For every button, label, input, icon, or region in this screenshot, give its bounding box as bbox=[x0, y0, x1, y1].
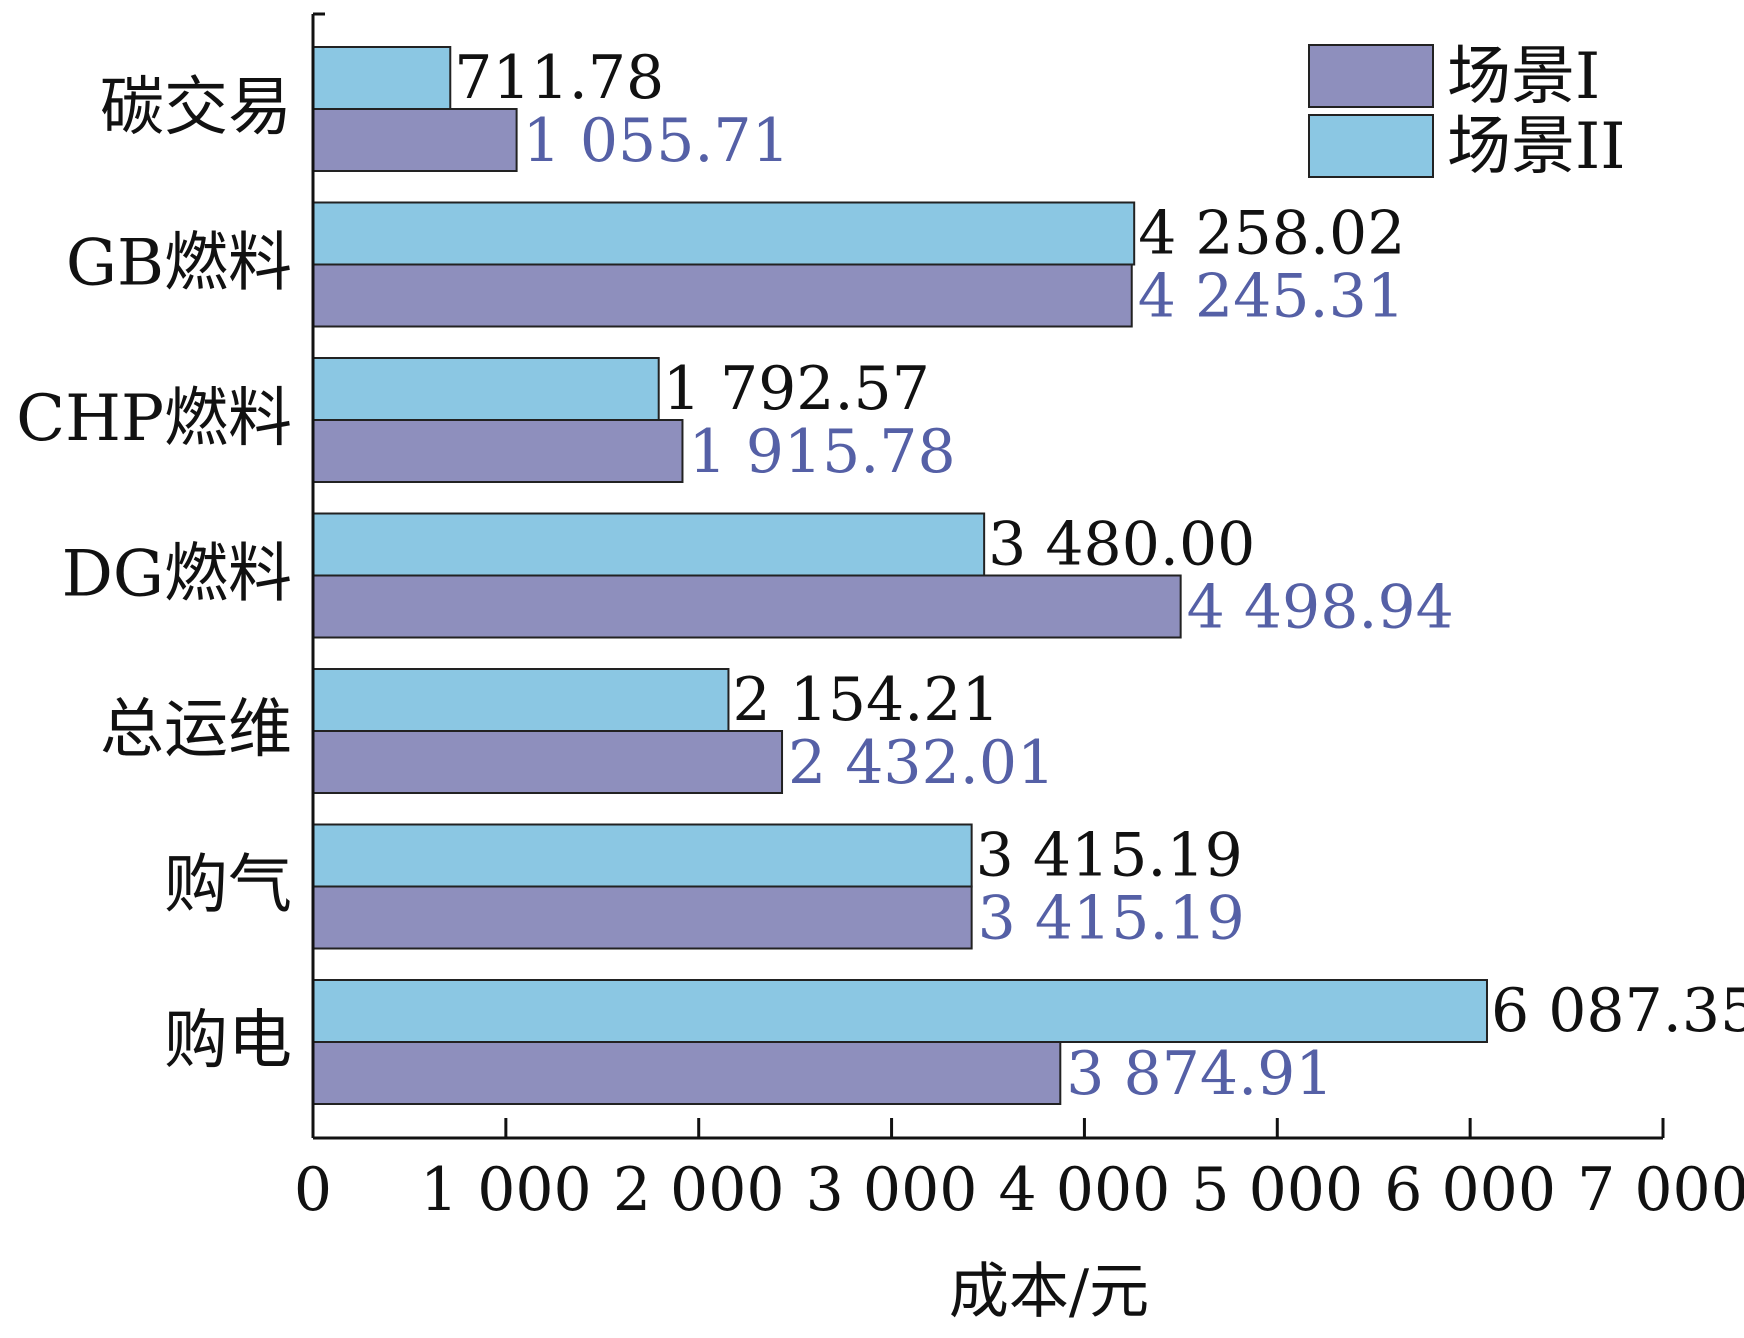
data-label-scenario-2: 6 087.35 bbox=[1491, 976, 1744, 1046]
data-label-scenario-1: 1 055.71 bbox=[523, 106, 790, 176]
x-axis-title: 成本/元 bbox=[949, 1257, 1149, 1327]
x-tick-label: 4 000 bbox=[999, 1155, 1171, 1225]
data-label-scenario-1: 3 874.91 bbox=[1066, 1039, 1333, 1109]
category-label: GB燃料 bbox=[66, 227, 292, 301]
category-label: DG燃料 bbox=[62, 538, 292, 612]
bar-scenario-1 bbox=[312, 885, 973, 950]
bar-scenario-1 bbox=[312, 263, 1133, 328]
bar-scenario-1 bbox=[312, 1041, 1062, 1105]
data-label-scenario-2: 2 154.21 bbox=[732, 665, 999, 735]
value-labels-layer: 711.781 055.71 4 258.024 245.31 1 792.571 … bbox=[454, 43, 1744, 1109]
legend-label: 场景I bbox=[1447, 40, 1600, 114]
data-label-scenario-2: 711.78 bbox=[454, 43, 664, 113]
legend-swatch bbox=[1308, 114, 1434, 178]
data-label-scenario-2: 3 480.00 bbox=[988, 510, 1255, 580]
bar-scenario-1 bbox=[312, 419, 684, 483]
bar-scenario-2 bbox=[312, 823, 973, 888]
bar-scenario-2 bbox=[312, 46, 452, 110]
bar-scenario-1 bbox=[312, 108, 518, 172]
data-label-scenario-1: 2 432.01 bbox=[788, 728, 1055, 798]
data-label-scenario-2: 1 792.57 bbox=[663, 354, 930, 424]
category-label: CHP燃料 bbox=[16, 382, 292, 456]
data-label-scenario-1: 4 245.31 bbox=[1138, 262, 1405, 332]
axes-layer: 0 1 000 2 000 3 000 4 000 5 000 6 000 7 000 bbox=[294, 12, 1744, 1225]
x-tick-label: 2 000 bbox=[613, 1155, 785, 1225]
bar-scenario-1 bbox=[312, 574, 1182, 639]
data-label-scenario-2: 3 415.19 bbox=[976, 821, 1243, 891]
category-label: 总运维 bbox=[100, 693, 292, 767]
category-label: 购气 bbox=[164, 849, 292, 923]
category-label: 碳交易 bbox=[100, 71, 292, 145]
data-label-scenario-1: 3 415.19 bbox=[978, 884, 1245, 954]
bar-scenario-2 bbox=[312, 668, 730, 732]
x-tick-label: 3 000 bbox=[806, 1155, 978, 1225]
category-label: 购电 bbox=[164, 1004, 292, 1078]
x-tick-label: 0 bbox=[294, 1155, 332, 1225]
x-tick-label: 6 000 bbox=[1384, 1155, 1556, 1225]
bar-scenario-2 bbox=[312, 201, 1136, 266]
data-label-scenario-2: 4 258.02 bbox=[1138, 199, 1405, 269]
legend-label: 场景II bbox=[1447, 110, 1626, 184]
data-label-scenario-1: 1 915.78 bbox=[688, 417, 955, 487]
bar-scenario-1 bbox=[312, 730, 784, 794]
bar-scenario-2 bbox=[312, 357, 660, 421]
x-tick-label: 5 000 bbox=[1191, 1155, 1363, 1225]
bars-layer bbox=[312, 46, 1488, 1105]
x-tick-label: 7 000 bbox=[1577, 1155, 1744, 1225]
bar-scenario-2 bbox=[312, 512, 986, 577]
bar-scenario-2 bbox=[312, 979, 1488, 1043]
x-tick-label: 1 000 bbox=[420, 1155, 592, 1225]
legend-swatch bbox=[1308, 44, 1434, 108]
data-label-scenario-1: 4 498.94 bbox=[1187, 573, 1454, 643]
